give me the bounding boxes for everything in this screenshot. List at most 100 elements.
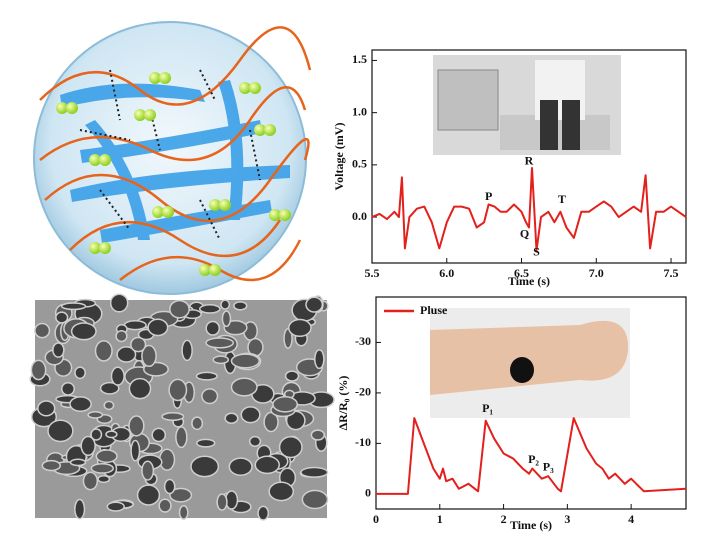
- pore: [195, 371, 218, 381]
- annotation: R: [525, 153, 534, 167]
- pore: [41, 459, 61, 472]
- data-line: [371, 167, 687, 252]
- pore: [37, 400, 56, 417]
- pore: [95, 449, 118, 464]
- annotation: P₂: [528, 452, 539, 466]
- ecg-photo: [433, 55, 621, 155]
- x-tick-label: 3: [564, 512, 570, 526]
- pore: [212, 355, 230, 365]
- x-axis-title: Time (s): [508, 274, 550, 288]
- pore: [74, 498, 86, 520]
- annotation: Q: [520, 227, 529, 241]
- pore: [201, 388, 219, 405]
- pore: [90, 428, 103, 441]
- plot-frame: [375, 296, 687, 510]
- y-axis-title: Voltage (mV): [332, 123, 346, 191]
- pore: [80, 435, 96, 457]
- pore: [205, 320, 221, 336]
- pore: [198, 304, 221, 314]
- pore: [301, 489, 329, 510]
- pore: [87, 410, 104, 419]
- y-tick-label: 1.0: [352, 104, 367, 118]
- pore: [116, 346, 137, 363]
- pore: [181, 339, 193, 362]
- pore: [248, 435, 262, 447]
- x-tick-label: 7.0: [589, 266, 604, 280]
- annotation: T: [558, 192, 566, 206]
- pore: [110, 366, 125, 386]
- pore: [169, 487, 193, 503]
- annotation: P₃: [543, 459, 554, 473]
- pore: [305, 296, 324, 313]
- charts: 5.5 6.0 6.5 7.0 7.5 0.0 0.5 1.0 1.5 Time (s) Volta…: [332, 49, 687, 532]
- pore: [230, 377, 258, 397]
- x-tick-label: 0: [373, 512, 379, 526]
- pore: [34, 322, 51, 339]
- x-tick-label: 6.0: [439, 266, 454, 280]
- pore: [220, 299, 231, 310]
- y-tick-label: -20: [355, 385, 371, 399]
- pore: [61, 381, 75, 396]
- pore: [310, 429, 326, 441]
- pore: [272, 395, 299, 413]
- x-tick-label: 6.5: [514, 266, 529, 280]
- pore: [141, 344, 157, 368]
- sem-image: [29, 293, 335, 521]
- y-tick-label: -10: [355, 435, 371, 449]
- pore: [254, 455, 280, 475]
- pore: [47, 419, 74, 443]
- pore: [69, 458, 87, 467]
- x-tick-label: 1: [437, 512, 443, 526]
- pore: [178, 505, 189, 520]
- pore: [141, 460, 155, 481]
- pore: [130, 336, 147, 353]
- pore: [70, 322, 97, 341]
- annotation: P: [485, 189, 492, 203]
- y-tick-label: 0: [365, 486, 371, 500]
- pore: [190, 455, 220, 478]
- pore: [224, 412, 239, 424]
- pore: [169, 299, 190, 319]
- pore: [268, 481, 295, 502]
- pore: [205, 337, 235, 349]
- y-axis-title: ΔR/R₀ (%): [336, 376, 350, 431]
- annotation: P₁: [482, 401, 493, 415]
- pore: [230, 353, 261, 369]
- pore: [94, 340, 113, 362]
- pore: [175, 426, 188, 449]
- pore: [288, 318, 312, 337]
- pore: [52, 342, 65, 358]
- pore: [69, 396, 92, 412]
- pore: [163, 478, 176, 495]
- pore: [105, 430, 118, 439]
- pore: [284, 370, 300, 382]
- pore: [128, 415, 145, 437]
- y-tick-label: 0.5: [352, 157, 367, 171]
- pore: [158, 498, 172, 513]
- pore: [103, 400, 115, 411]
- pore: [158, 448, 176, 471]
- pore: [283, 327, 293, 349]
- pore: [191, 416, 204, 431]
- pore: [221, 310, 232, 328]
- pore: [55, 311, 69, 324]
- y-tick-label: 0.0: [352, 209, 367, 223]
- annotation: S: [533, 244, 540, 258]
- x-axis-title: Time (s): [510, 518, 552, 532]
- pore: [161, 412, 185, 422]
- legend-label: Pluse: [420, 303, 448, 317]
- pore: [285, 410, 306, 431]
- data-line: [376, 417, 687, 495]
- pore: [196, 438, 216, 448]
- pore: [228, 457, 253, 476]
- pore: [130, 439, 141, 462]
- pore: [216, 493, 228, 511]
- pore: [257, 505, 270, 521]
- pore: [233, 301, 248, 311]
- pore: [60, 302, 87, 311]
- x-tick-label: 7.5: [664, 266, 679, 280]
- network-illustration: [33, 21, 312, 295]
- pore: [278, 436, 303, 459]
- pore: [82, 471, 99, 491]
